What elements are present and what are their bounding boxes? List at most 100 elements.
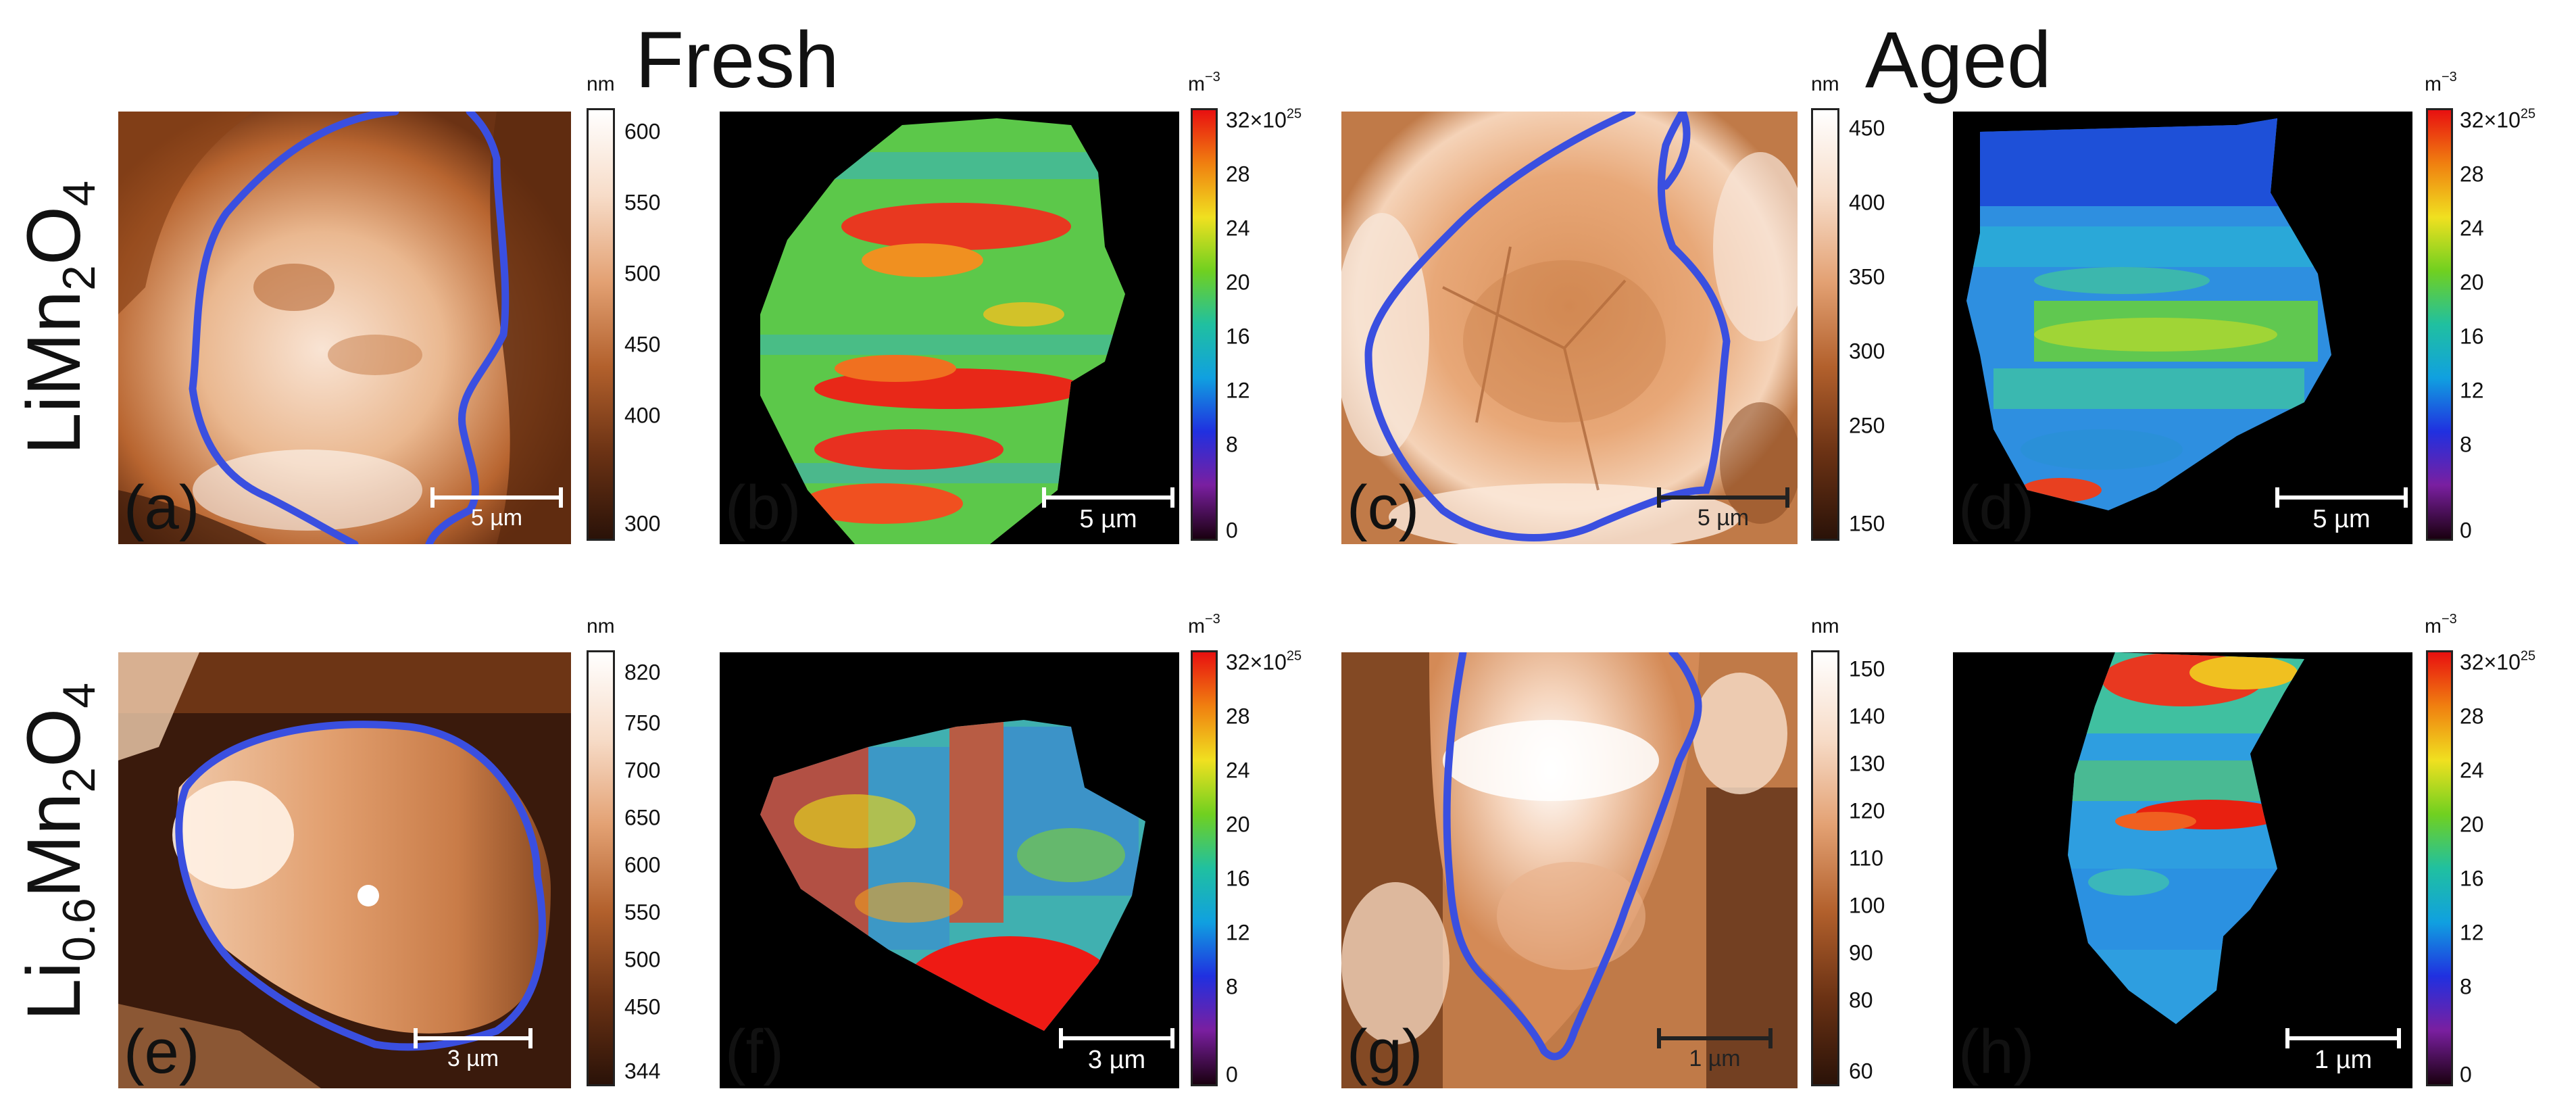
colorbar-f-tick: 0 <box>1226 1062 1238 1087</box>
particle-outline-e <box>175 721 546 1051</box>
panel-e-topography: (e) 3 µm <box>118 652 571 1088</box>
panel-label-e: (e) <box>124 1017 200 1086</box>
panel-label-h: (h) <box>1958 1017 2035 1086</box>
colorbar-g-tick: 80 <box>1849 988 1873 1013</box>
colorbar-c-tick: 150 <box>1849 511 1885 536</box>
colorbar-f-tick: 12 <box>1226 920 1250 945</box>
colorbar-d-tick: 28 <box>2460 162 2484 187</box>
colorbar-b-tick: 24 <box>1226 216 1250 241</box>
colorbar-g-tick: 140 <box>1849 704 1885 729</box>
colorbar-g-tick: 120 <box>1849 798 1885 823</box>
colorbar-a-tick: 300 <box>624 511 661 536</box>
scale-bar-c: 5 µm <box>1657 487 1789 531</box>
scale-bar-b: 5 µm <box>1042 487 1174 533</box>
panel-h-density: (h) 1 µm <box>1953 652 2412 1088</box>
colorbar-f-tick: 20 <box>1226 812 1250 837</box>
colorbar-d-tick: 0 <box>2460 518 2472 543</box>
row-title-limn2o4: LiMn2O4 <box>11 180 105 455</box>
colorbar-c-tick: 400 <box>1849 190 1885 215</box>
scale-bar-e: 3 µm <box>414 1028 532 1071</box>
colorbar-h-tick: 16 <box>2460 866 2484 891</box>
colorbar-a-tick: 600 <box>624 119 661 144</box>
colorbar-unit-c: nm <box>1811 73 1839 95</box>
topography-image-c <box>1341 112 1798 544</box>
colorbar-d <box>2426 108 2453 541</box>
colorbar-e-tick: 500 <box>624 947 661 972</box>
panel-c-topography: (c) 5 µm <box>1341 112 1798 544</box>
column-title-aged: Aged <box>1865 16 2052 105</box>
panel-label-f: (f) <box>725 1017 784 1086</box>
colorbar-a-tick: 400 <box>624 403 661 428</box>
colorbar-e-tick: 344 <box>624 1059 661 1084</box>
panel-label-d: (d) <box>1958 473 2035 542</box>
density-image-h <box>2068 652 2304 1024</box>
colorbar-h-tick: 12 <box>2460 920 2484 945</box>
colorbar-a-tick: 550 <box>624 190 661 215</box>
colorbar-h-tick: 0 <box>2460 1062 2472 1087</box>
topography-image-a <box>118 112 571 544</box>
colorbar-f-top-tick: 32×1025 <box>1226 648 1302 675</box>
colorbar-e-tick: 820 <box>624 660 661 685</box>
scale-bar-f: 3 µm <box>1059 1028 1174 1074</box>
colorbar-unit-d: m−3 <box>2425 70 2457 95</box>
colorbar-a-tick: 500 <box>624 261 661 286</box>
colorbar-g-tick: 110 <box>1849 846 1884 871</box>
colorbar-b-top-tick: 32×1025 <box>1226 106 1302 132</box>
colorbar-c-tick: 300 <box>1849 339 1885 364</box>
colorbar-unit-g: nm <box>1811 615 1839 637</box>
colorbar-d-tick: 12 <box>2460 378 2484 403</box>
colorbar-unit-a: nm <box>587 73 615 95</box>
particle-outline-a <box>189 112 510 544</box>
colorbar-b-tick: 28 <box>1226 162 1250 187</box>
colorbar-b-tick: 12 <box>1226 378 1250 403</box>
scale-bar-a: 5 µm <box>430 487 563 531</box>
colorbar-c-tick: 350 <box>1849 264 1885 289</box>
colorbar-f <box>1191 650 1218 1086</box>
panel-f-density: (f) 3 µm <box>720 652 1179 1088</box>
colorbar-unit-h: m−3 <box>2425 612 2457 637</box>
colorbar-unit-f: m−3 <box>1188 612 1220 637</box>
colorbar-g-tick: 100 <box>1849 893 1885 918</box>
colorbar-e-tick: 700 <box>624 758 661 783</box>
colorbar-e-tick: 450 <box>624 994 661 1019</box>
colorbar-d-tick: 16 <box>2460 324 2484 349</box>
colorbar-unit-b: m−3 <box>1188 70 1220 95</box>
density-image-d <box>1966 118 2331 510</box>
panel-b-density: (b) 5 µm <box>720 112 1179 544</box>
colorbar-g-tick: 150 <box>1849 656 1885 681</box>
colorbar-f-tick: 16 <box>1226 866 1250 891</box>
colorbar-b-tick: 20 <box>1226 270 1250 295</box>
colorbar-e-tick: 750 <box>624 710 661 735</box>
colorbar-f-tick: 24 <box>1226 758 1250 783</box>
colorbar-c <box>1811 108 1839 541</box>
colorbar-d-tick: 8 <box>2460 432 2472 457</box>
colorbar-b-tick: 8 <box>1226 432 1238 457</box>
colorbar-g-tick: 90 <box>1849 940 1873 965</box>
colorbar-f-tick: 8 <box>1226 974 1238 999</box>
panel-a-topography: (a) 5 µm <box>118 112 571 544</box>
colorbar-h-tick: 20 <box>2460 812 2484 837</box>
colorbar-g-tick: 130 <box>1849 751 1885 776</box>
colorbar-b-tick: 0 <box>1226 518 1238 543</box>
colorbar-e-tick: 600 <box>624 852 661 877</box>
panel-d-density: (d) 5 µm <box>1953 112 2412 544</box>
colorbar-e <box>587 650 615 1086</box>
colorbar-unit-e: nm <box>587 615 615 637</box>
colorbar-h-top-tick: 32×1025 <box>2460 648 2536 675</box>
density-image-b <box>760 118 1125 544</box>
colorbar-h-tick: 8 <box>2460 974 2472 999</box>
colorbar-d-top-tick: 32×1025 <box>2460 106 2536 132</box>
row-title-li06mn2o4: Li0.6Mn2O4 <box>11 682 105 1021</box>
colorbar-b-tick: 16 <box>1226 324 1250 349</box>
density-image-f <box>760 720 1145 1031</box>
scale-bar-d: 5 µm <box>2275 487 2408 533</box>
colorbar-e-tick: 650 <box>624 805 661 830</box>
topography-image-g <box>1341 652 1798 1088</box>
panel-label-c: (c) <box>1347 473 1420 542</box>
colorbar-g <box>1811 650 1839 1086</box>
colorbar-e-tick: 550 <box>624 900 661 925</box>
colorbar-c-tick: 450 <box>1849 116 1885 141</box>
panel-g-topography: (g) 1 µm <box>1341 652 1798 1088</box>
colorbar-h-tick: 28 <box>2460 704 2484 729</box>
topography-image-e <box>118 652 571 1088</box>
